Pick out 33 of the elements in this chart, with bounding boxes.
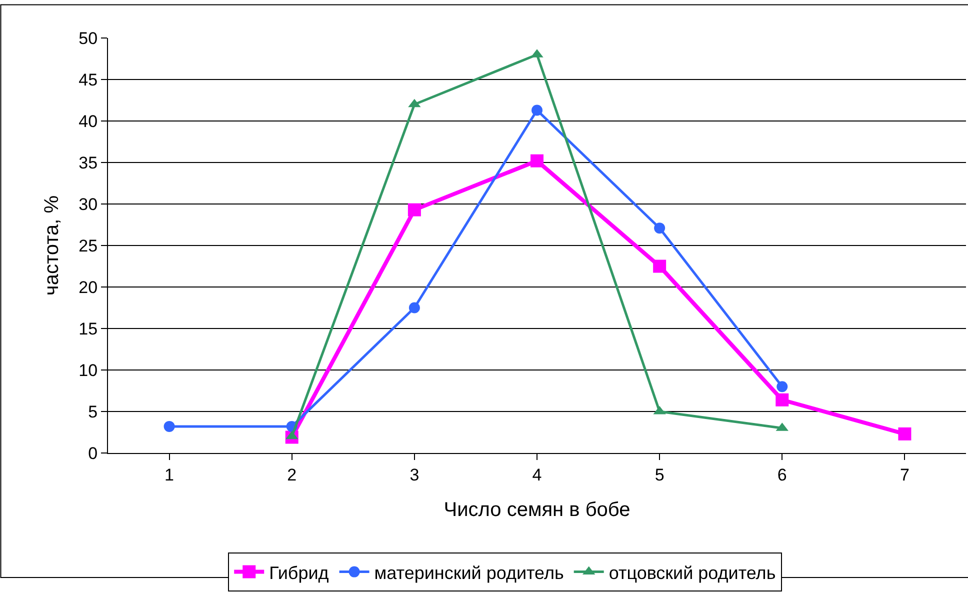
point bbox=[653, 260, 666, 273]
point bbox=[776, 381, 788, 392]
point bbox=[164, 420, 175, 432]
x-tick-label: 4 bbox=[532, 465, 542, 484]
point bbox=[654, 222, 666, 234]
y-tick-label: 10 bbox=[78, 360, 98, 380]
y-tick-label: 40 bbox=[78, 112, 98, 131]
y-tick-label: 45 bbox=[78, 70, 98, 90]
x-tick-label: 7 bbox=[900, 465, 910, 484]
y-tick-label: 35 bbox=[78, 153, 98, 172]
point bbox=[898, 427, 912, 440]
x-tick-label: 6 bbox=[777, 465, 787, 484]
x-axis-title: Число семян в бобе bbox=[444, 498, 630, 521]
x-tick-label: 2 bbox=[287, 465, 297, 484]
legend-label: Гибрид bbox=[269, 562, 330, 583]
y-tick-label: 20 bbox=[78, 278, 98, 297]
point bbox=[408, 203, 421, 216]
point bbox=[776, 393, 789, 406]
x-tick-label: 1 bbox=[164, 465, 174, 484]
point bbox=[408, 302, 420, 314]
x-tick-label: 5 bbox=[654, 465, 664, 484]
y-tick-label: 50 bbox=[78, 28, 98, 48]
x-tick-label: 3 bbox=[410, 465, 420, 484]
y-tick-label: 0 bbox=[88, 444, 98, 463]
y-tick-label: 30 bbox=[78, 194, 98, 214]
y-tick-label: 25 bbox=[78, 236, 98, 256]
point bbox=[532, 104, 542, 116]
y-tick-label: 15 bbox=[78, 319, 98, 338]
legend-label: отцовский родитель bbox=[608, 562, 776, 583]
point bbox=[530, 154, 544, 168]
legend-label: материнский родитель bbox=[374, 562, 564, 583]
y-tick-label: 5 bbox=[88, 402, 98, 422]
y-axis-title: частота, % bbox=[41, 195, 64, 296]
